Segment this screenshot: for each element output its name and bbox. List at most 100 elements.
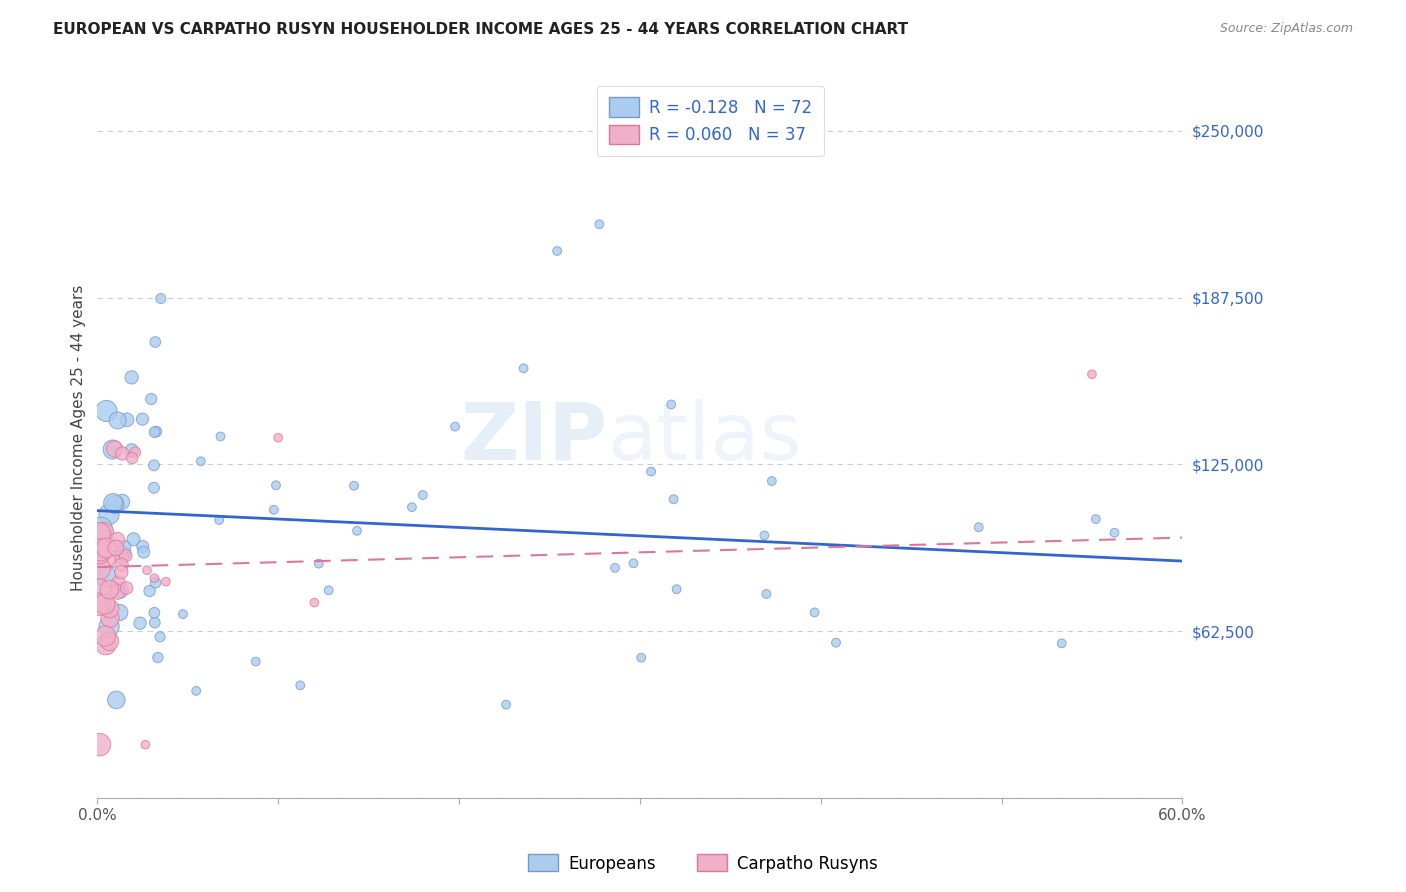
Point xyxy=(267,431,290,445)
Point xyxy=(90,542,112,557)
Point xyxy=(1081,368,1104,382)
Point xyxy=(149,630,172,644)
Point xyxy=(546,244,568,258)
Point xyxy=(659,397,682,411)
Point xyxy=(104,498,127,512)
Point xyxy=(412,488,434,502)
Point xyxy=(91,525,114,540)
Point xyxy=(1050,636,1073,650)
Point xyxy=(121,451,143,466)
Point xyxy=(662,492,685,507)
Point xyxy=(89,527,111,541)
Point xyxy=(143,425,166,439)
Point xyxy=(94,629,117,643)
Point xyxy=(111,446,134,460)
Point xyxy=(121,370,143,384)
Point xyxy=(108,606,131,620)
Point xyxy=(134,738,156,752)
Point xyxy=(110,565,132,579)
Point xyxy=(401,500,423,515)
Point xyxy=(131,412,153,426)
Point xyxy=(208,513,231,527)
Point xyxy=(112,546,135,560)
Point xyxy=(141,392,163,406)
Point xyxy=(111,495,134,509)
Point xyxy=(129,616,152,631)
Point xyxy=(94,638,117,652)
Point xyxy=(94,550,117,565)
Point xyxy=(143,615,166,630)
Point xyxy=(104,442,127,456)
Point xyxy=(495,698,517,712)
Point xyxy=(172,607,194,622)
Point xyxy=(89,738,111,752)
Point xyxy=(122,533,145,547)
Text: EUROPEAN VS CARPATHO RUSYN HOUSEHOLDER INCOME AGES 25 - 44 YEARS CORRELATION CHA: EUROPEAN VS CARPATHO RUSYN HOUSEHOLDER I… xyxy=(53,22,908,37)
Point xyxy=(98,601,121,615)
Point xyxy=(98,619,121,633)
Point xyxy=(245,655,267,669)
Point xyxy=(89,582,111,597)
Point xyxy=(114,549,136,563)
Point xyxy=(755,587,778,601)
Point xyxy=(111,550,134,565)
Point xyxy=(96,541,118,555)
Point xyxy=(93,597,115,611)
Point xyxy=(110,558,132,572)
Point xyxy=(588,217,610,231)
Point xyxy=(623,557,645,571)
Point xyxy=(665,582,688,597)
Point xyxy=(640,465,662,479)
Point xyxy=(98,634,121,648)
Point xyxy=(132,545,155,559)
Point xyxy=(803,606,825,620)
Point xyxy=(304,596,326,610)
Point xyxy=(145,575,167,590)
Point xyxy=(105,693,128,707)
Point xyxy=(121,443,143,458)
Point xyxy=(96,404,118,418)
Point xyxy=(98,582,121,597)
Point xyxy=(142,481,165,495)
Point xyxy=(343,479,366,493)
Point xyxy=(104,541,127,555)
Legend: R = -0.128   N = 72, R = 0.060   N = 37: R = -0.128 N = 72, R = 0.060 N = 37 xyxy=(598,86,824,156)
Point xyxy=(603,561,626,575)
Text: ZIP: ZIP xyxy=(460,399,607,476)
Point xyxy=(308,557,330,571)
Point xyxy=(107,576,129,591)
Point xyxy=(89,597,111,611)
Point xyxy=(94,570,117,584)
Point xyxy=(90,522,112,536)
Point xyxy=(754,528,776,542)
Point xyxy=(98,611,121,625)
Point xyxy=(825,635,848,649)
Point xyxy=(143,334,166,349)
Text: Source: ZipAtlas.com: Source: ZipAtlas.com xyxy=(1219,22,1353,36)
Text: atlas: atlas xyxy=(607,399,801,476)
Point xyxy=(136,563,159,577)
Point xyxy=(630,650,652,665)
Point xyxy=(132,540,155,554)
Point xyxy=(112,541,135,555)
Point xyxy=(143,458,166,473)
Point xyxy=(98,508,121,522)
Point xyxy=(512,361,534,376)
Point xyxy=(143,606,166,620)
Point xyxy=(155,574,177,589)
Point xyxy=(761,474,783,488)
Point xyxy=(1084,512,1107,526)
Point xyxy=(101,442,124,457)
Point xyxy=(107,533,129,547)
Point xyxy=(149,292,172,306)
Point xyxy=(264,478,287,492)
Point xyxy=(263,503,285,517)
Point xyxy=(115,581,138,595)
Point xyxy=(146,650,169,665)
Point xyxy=(107,585,129,599)
Point xyxy=(186,684,208,698)
Point xyxy=(115,413,138,427)
Point xyxy=(143,571,166,585)
Point xyxy=(209,429,232,443)
Y-axis label: Householder Income Ages 25 - 44 years: Householder Income Ages 25 - 44 years xyxy=(72,285,86,591)
